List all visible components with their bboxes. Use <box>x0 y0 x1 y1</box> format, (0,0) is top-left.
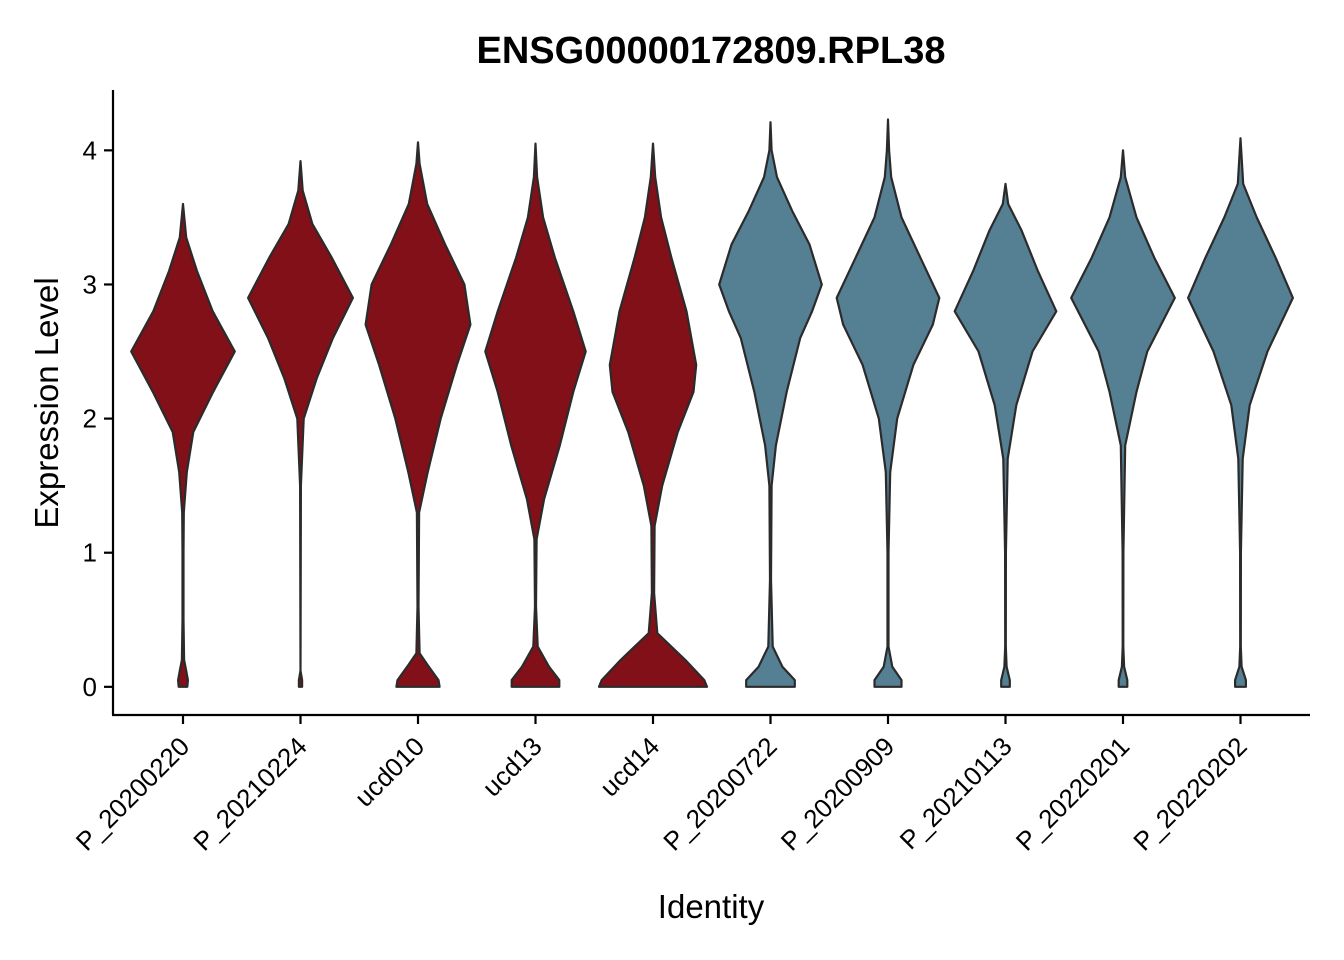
violin-ucd010 <box>364 141 472 688</box>
violin-P_20220201 <box>1070 149 1176 688</box>
y-tick-label: 3 <box>83 269 97 299</box>
y-tick-label: 1 <box>83 538 97 568</box>
x-tick-label: P_20220202 <box>1127 731 1253 857</box>
violin-P_20220202 <box>1187 137 1294 688</box>
violin-P_20210113 <box>953 182 1058 688</box>
violin-group <box>130 118 1294 688</box>
x-tick-label: P_20210224 <box>187 731 313 857</box>
violin-P_20200220 <box>130 202 236 688</box>
chart-title: ENSG00000172809.RPL38 <box>477 30 946 72</box>
x-tick-label: ucd13 <box>476 731 547 802</box>
y-axis-title: Expression Level <box>28 277 65 528</box>
violin-P_20200909 <box>835 118 941 688</box>
x-tick-label: P_20200909 <box>775 731 901 857</box>
x-tick-label: ucd010 <box>349 731 431 813</box>
y-tick-label: 4 <box>83 135 97 165</box>
x-tick-label: P_20200722 <box>657 731 783 857</box>
violin-P_20210224 <box>247 159 354 688</box>
violin-ucd13 <box>484 142 587 688</box>
y-tick-label: 2 <box>83 404 97 434</box>
violin-ucd14 <box>597 142 709 688</box>
x-tick-label: P_20210113 <box>894 731 1018 855</box>
x-tick-label: ucd14 <box>594 731 665 802</box>
violin-P_20200722 <box>718 121 823 688</box>
x-tick-label: P_20220201 <box>1010 731 1136 857</box>
y-tick-label: 0 <box>83 672 97 702</box>
y-ticks: 0 1 2 3 4 <box>83 135 113 702</box>
x-axis-title: Identity <box>658 888 765 925</box>
axes <box>111 90 1310 717</box>
x-tick-label: P_20200220 <box>70 731 196 857</box>
